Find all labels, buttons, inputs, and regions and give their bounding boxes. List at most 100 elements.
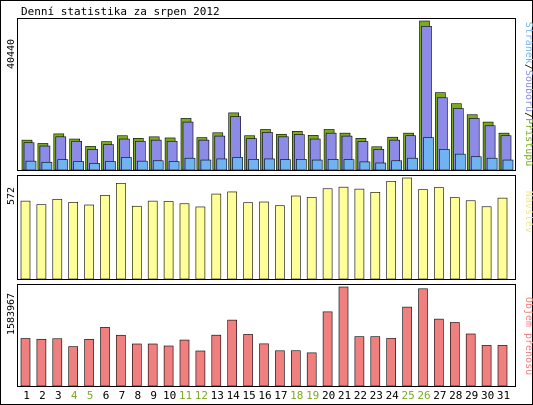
day-label-22: 22 (354, 389, 367, 402)
bar-visits-day-24 (386, 181, 397, 280)
day-label-8: 8 (134, 389, 141, 402)
bar-volume-day-21 (338, 286, 349, 387)
bar-volume-day-16 (259, 343, 269, 387)
day-label-19: 19 (306, 389, 319, 402)
bar-visits-day-9 (147, 200, 158, 280)
day-label-21: 21 (338, 389, 351, 402)
bar-visits-day-15 (243, 202, 253, 280)
bar-volume-day-5 (84, 339, 94, 387)
bar-visits-day-1 (20, 200, 31, 280)
bar-volume-day-3 (52, 338, 63, 387)
y-max-label-volume: 1583967 (6, 293, 17, 335)
bar-volume-day-7 (116, 334, 126, 387)
bar-visits-day-7 (116, 182, 126, 280)
bar-volume-day-8 (132, 343, 142, 387)
bar-volume-day-11 (179, 339, 190, 387)
legend-pages: Stránek (523, 22, 533, 64)
day-label-23: 23 (370, 389, 383, 402)
day-label-17: 17 (274, 389, 287, 402)
day-label-9: 9 (150, 389, 157, 402)
day-label-12: 12 (195, 389, 208, 402)
bar-visits-day-17 (275, 205, 285, 280)
day-label-6: 6 (103, 389, 110, 402)
bar-visits-day-4 (68, 202, 78, 280)
bar-pages-day-28 (454, 153, 466, 171)
day-label-26: 26 (417, 389, 430, 402)
day-label-27: 27 (433, 389, 446, 402)
legend-hits: Stránek/Souborů/Přístupů (523, 22, 533, 167)
bar-pages-day-24 (391, 160, 403, 171)
bar-visits-day-3 (52, 199, 63, 280)
panel-visits-frame (17, 175, 516, 280)
bar-volume-day-14 (227, 319, 237, 387)
day-label-29: 29 (465, 389, 478, 402)
legend-separator-1: / (523, 64, 533, 70)
bar-pages-day-29 (470, 156, 482, 171)
bar-visits-day-22 (354, 188, 365, 280)
bar-volume-day-25 (402, 306, 412, 387)
bar-volume-day-23 (370, 336, 381, 387)
day-label-5: 5 (87, 389, 94, 402)
bar-visits-day-25 (402, 177, 412, 280)
bar-pages-day-14 (232, 157, 243, 171)
bar-volume-day-28 (449, 322, 460, 387)
bar-visits-day-27 (434, 187, 444, 280)
day-label-16: 16 (258, 389, 271, 402)
day-label-28: 28 (449, 389, 462, 402)
bar-pages-day-19 (311, 159, 323, 171)
bar-volume-day-24 (386, 338, 397, 387)
bar-pages-day-3 (57, 159, 69, 171)
day-label-13: 13 (211, 389, 224, 402)
bar-visits-day-2 (36, 204, 47, 280)
bar-volume-day-12 (195, 350, 206, 387)
bar-volume-day-4 (68, 346, 78, 387)
bar-pages-day-21 (343, 159, 355, 171)
panel-hits (21, 20, 514, 171)
bar-visits-day-16 (259, 201, 269, 280)
bar-pages-day-8 (137, 160, 148, 171)
day-label-15: 15 (242, 389, 255, 402)
day-label-11: 11 (179, 389, 192, 402)
day-label-7: 7 (119, 389, 126, 402)
bar-visits-day-18 (290, 195, 301, 280)
bar-visits-day-13 (211, 193, 222, 280)
day-label-24: 24 (386, 389, 400, 402)
bar-pages-day-18 (295, 159, 307, 171)
bar-visits-day-5 (84, 204, 94, 280)
bar-pages-day-31 (502, 159, 514, 171)
bar-visits-day-19 (306, 197, 317, 280)
day-labels: 1 2 3 4 5 6 7 8 9 10 11 12 13 14 15 16 17 18 19 20 21 22 23 24 2… (23, 389, 510, 402)
day-label-14: 14 (227, 389, 241, 402)
bar-volume-day-31 (497, 345, 508, 387)
bar-volume-day-15 (243, 334, 253, 387)
bar-pages-day-12 (200, 159, 212, 171)
bar-visits-day-30 (481, 206, 492, 280)
bar-visits-day-21 (338, 186, 349, 280)
bar-pages-day-5 (89, 163, 100, 171)
bar-pages-day-15 (248, 159, 259, 171)
bar-visits-day-29 (465, 200, 476, 280)
bar-pages-day-1 (25, 160, 37, 171)
day-label-4: 4 (71, 389, 78, 402)
bar-volume-day-6 (100, 327, 110, 387)
bar-volume-day-27 (434, 318, 444, 387)
day-label-31: 31 (497, 389, 510, 402)
bar-pages-day-2 (41, 161, 53, 171)
bar-pages-day-26 (423, 137, 434, 171)
bar-pages-day-13 (216, 158, 228, 171)
legend-files: Souborů (523, 70, 533, 112)
day-label-18: 18 (290, 389, 303, 402)
bar-visits-day-20 (322, 188, 333, 280)
bar-volume-day-19 (306, 352, 317, 387)
legend-visits: Návštěv (523, 191, 533, 233)
panel-volume-frame (17, 284, 516, 387)
y-max-label-hits: 40440 (6, 39, 17, 69)
bar-pages-day-10 (168, 161, 180, 171)
bar-volume-day-30 (481, 345, 492, 387)
bar-volume-day-1 (20, 338, 31, 387)
bar-pages-day-17 (280, 159, 291, 171)
bar-visits-day-14 (227, 191, 237, 280)
panel-hits-frame (17, 18, 516, 171)
day-label-25: 25 (401, 389, 414, 402)
